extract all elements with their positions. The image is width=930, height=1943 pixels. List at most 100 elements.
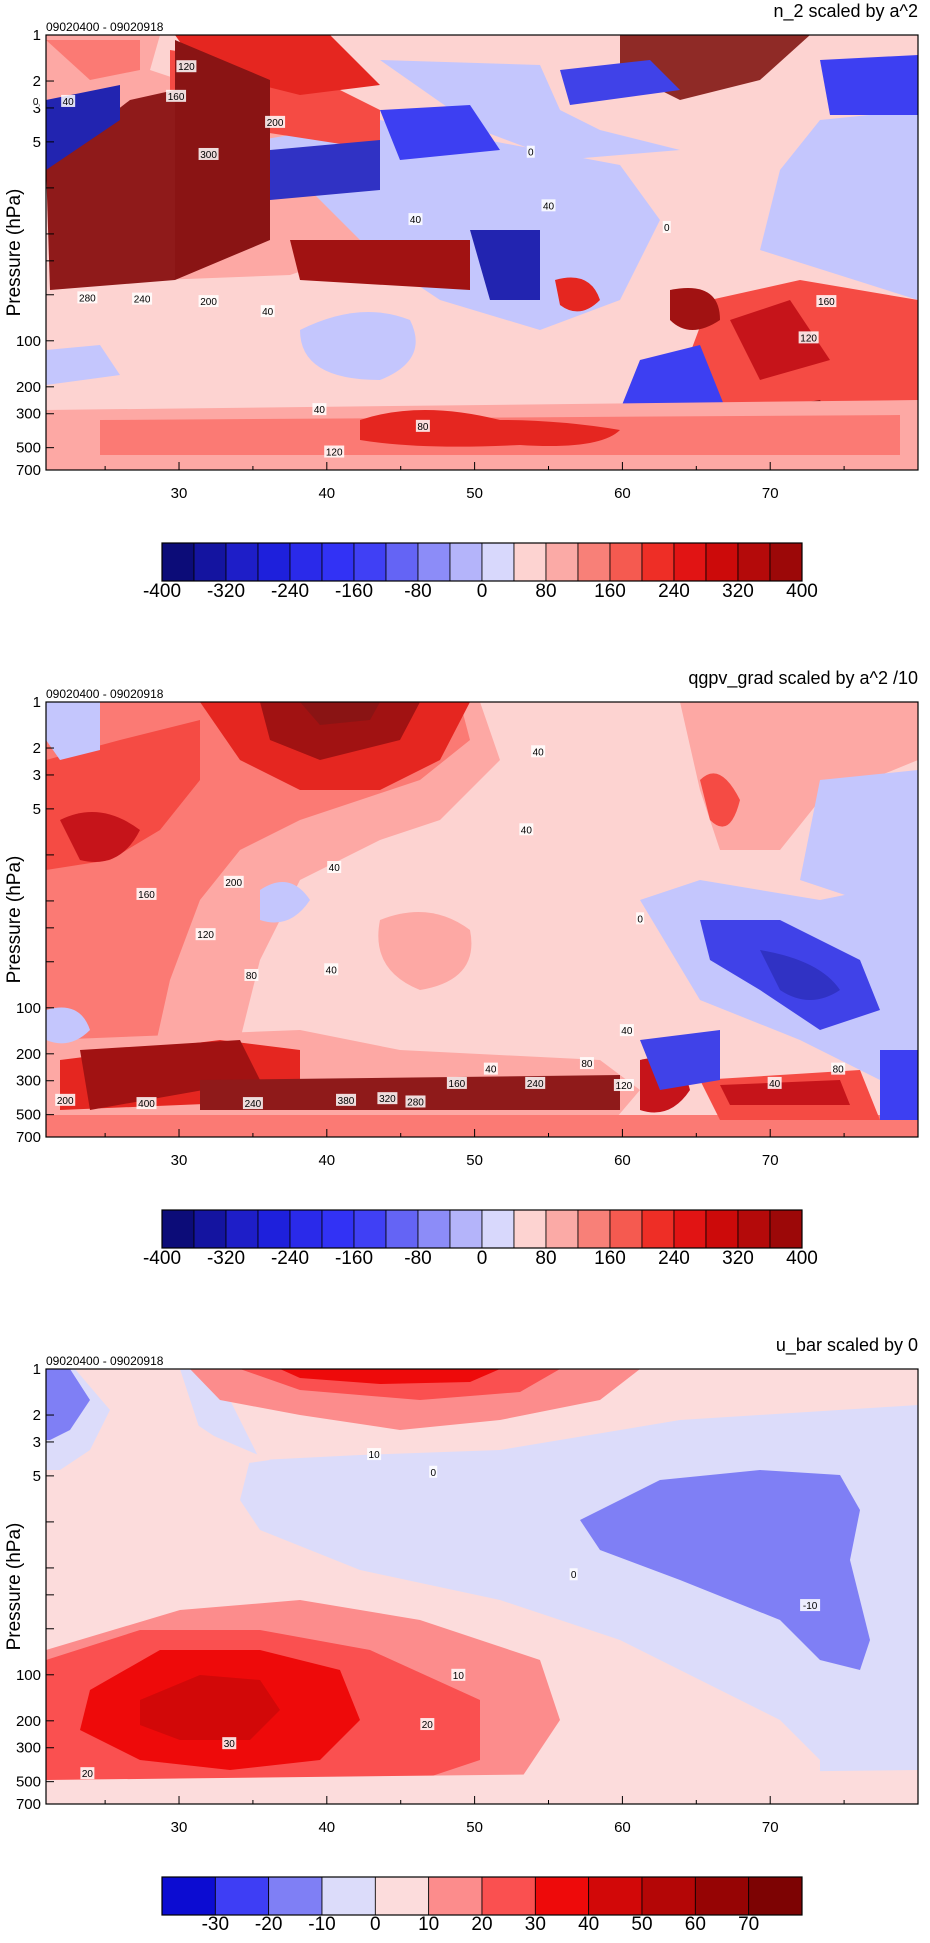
colorbar-swatch (705, 542, 739, 582)
y-tick-label: 2 (33, 1407, 41, 1424)
contour-label: 240 (245, 1099, 262, 1110)
contour-label: 0 (33, 97, 39, 108)
colorbar-swatch (641, 1209, 675, 1249)
contour-label-bg (324, 963, 339, 976)
colorbar-label: 240 (658, 581, 690, 602)
contour-label: 40 (410, 215, 422, 226)
contour-label: 120 (197, 930, 214, 941)
contour-label: 80 (581, 1059, 593, 1070)
colorbar-swatch (225, 542, 259, 582)
n2-contour-fill (46, 35, 918, 470)
colorbar-swatch (769, 1209, 803, 1249)
colorbar-label: 10 (418, 1914, 439, 1935)
y-tick-label: 2 (33, 740, 41, 757)
contour-label-bg (619, 1024, 634, 1037)
y-tick-label: 200 (16, 1713, 41, 1730)
colorbar-swatch (193, 1209, 227, 1249)
contour-label-bg (31, 94, 40, 107)
ubar-title: u_bar scaled by 0 (776, 1335, 918, 1356)
x-tick-label: 60 (614, 485, 631, 502)
colorbar-swatch (161, 1876, 216, 1916)
colorbar-swatch (769, 542, 803, 582)
colorbar-swatch (641, 542, 675, 582)
ubar-subtitle: 09020400 - 09020918 (46, 1354, 164, 1368)
contour-label: 380 (338, 1096, 355, 1107)
contour-label-bg (526, 145, 535, 158)
y-tick-label: 200 (16, 379, 41, 396)
colorbar-swatch (353, 1209, 387, 1249)
contour-label-bg (324, 445, 345, 458)
y-tick-label: 700 (16, 1796, 41, 1813)
colorbar-swatch (673, 1209, 707, 1249)
contour-label: 40 (326, 965, 338, 976)
colorbar-swatch (481, 542, 515, 582)
contour-label-bg (662, 220, 671, 233)
colorbar-swatch (417, 1209, 451, 1249)
x-tick-label: 50 (466, 1152, 483, 1169)
contour-label-bg (420, 1718, 435, 1731)
colorbar-label: 70 (738, 1914, 759, 1935)
colorbar-label: 0 (477, 581, 488, 602)
contour-label-bg (377, 1092, 398, 1105)
colorbar-swatch (513, 1209, 547, 1249)
colorbar-swatch (428, 1876, 483, 1916)
contour-label: 40 (769, 1079, 781, 1090)
contour-label: 0 (430, 1468, 436, 1479)
qgpv-plot-frame (45, 701, 919, 1138)
y-tick-label: 1 (33, 694, 41, 711)
x-tick-label: 30 (171, 1152, 188, 1169)
n2-colorbar: -400 -320 -240 -160 -80 0 80 160 240 320 400 (143, 542, 818, 602)
contour-label: 40 (314, 405, 326, 416)
colorbar-swatch (705, 1209, 739, 1249)
contour-label: 160 (449, 1079, 466, 1090)
x-tick-label: 60 (614, 1152, 631, 1169)
n2-title: n_2 scaled by a^2 (773, 1, 918, 22)
y-tick-label: 700 (16, 462, 41, 479)
colorbar-swatch (577, 542, 611, 582)
contour-label: 300 (200, 150, 217, 161)
panel-qgpv-grad: 09020400 - 09020918 qgpv_grad scaled by … (4, 668, 919, 1269)
colorbar-swatch (513, 542, 547, 582)
y-tick-label: 300 (16, 1740, 41, 1757)
contour-label-bg (198, 295, 219, 308)
contour-label-bg (831, 1062, 846, 1075)
colorbar-label: -240 (271, 1248, 309, 1269)
colorbar-label: 160 (594, 581, 626, 602)
contour-label-bg (816, 295, 837, 308)
colorbar-swatch (257, 542, 291, 582)
colorbar-swatch (321, 1209, 355, 1249)
contour-label-bg (415, 419, 430, 432)
colorbar-swatch (449, 1209, 483, 1249)
contour-label-bg (429, 1465, 438, 1478)
colorbar-label: -20 (255, 1914, 282, 1935)
colorbar-swatch (609, 1209, 643, 1249)
colorbar-label: 60 (685, 1914, 706, 1935)
colorbar-swatch (449, 542, 483, 582)
contour-label: 0 (664, 223, 670, 234)
contour-label-bg (446, 1076, 467, 1089)
colorbar-frame (161, 1209, 803, 1249)
colorbar-label: -80 (404, 581, 431, 602)
contour-label-bg (80, 1767, 95, 1780)
x-tick-label: 60 (614, 1819, 631, 1836)
colorbar-swatch (694, 1876, 750, 1916)
contour-label: 320 (379, 1094, 396, 1105)
contour-label: 40 (485, 1065, 497, 1076)
ubar-contour-fill (46, 1369, 918, 1804)
colorbar-swatch (481, 1876, 536, 1916)
contour-label-bg (636, 912, 645, 925)
colorbar-swatch (268, 1876, 323, 1916)
colorbar-swatch (545, 1209, 579, 1249)
y-tick-label: 2 (33, 73, 41, 90)
n2-axis-ticks: 30 40 50 60 70 1 2 3 5 100 200 300 500 700 (16, 27, 845, 502)
colorbar-swatch (577, 1209, 611, 1249)
y-tick-label: 300 (16, 1073, 41, 1090)
contour-label: 40 (262, 307, 274, 318)
contour-label-bg (798, 331, 819, 344)
ubar-contour-labels: 10 0 -10 0 10 20 30 20 (80, 1448, 821, 1780)
contour-label-bg (569, 1568, 578, 1581)
colorbar-label: 320 (722, 581, 754, 602)
contour-label-bg (55, 1093, 76, 1106)
colorbar-label: 160 (594, 1248, 626, 1269)
